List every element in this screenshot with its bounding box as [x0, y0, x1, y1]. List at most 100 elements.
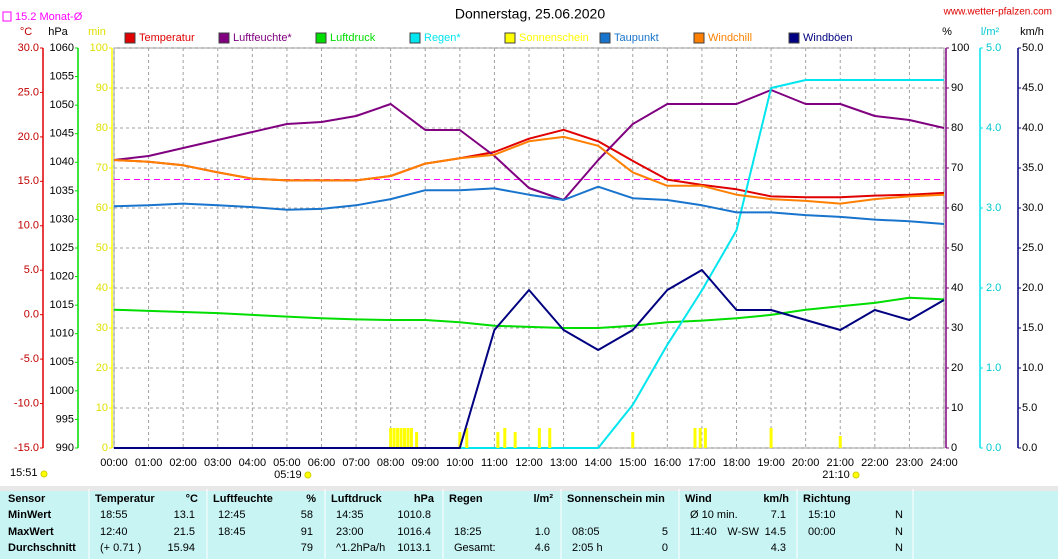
axis-unit: km/h [1020, 26, 1044, 38]
cell-text: Ø 10 min. [690, 509, 738, 521]
site-link: www.wetter-pfalzen.com [943, 7, 1052, 18]
sun-bar [465, 428, 469, 448]
y-tick-label: -5.0 [20, 353, 39, 365]
y-tick-label: 90 [96, 82, 108, 94]
y-tick-label: 30 [96, 322, 108, 334]
cell-value: 13.1 [174, 509, 195, 521]
cell-text: 12:45 [218, 509, 246, 521]
y-tick-label: 3.0 [986, 202, 1001, 214]
y-tick-label: 0 [951, 442, 957, 454]
x-tick-label: 01:00 [135, 457, 163, 469]
x-tick-label: 00:00 [100, 457, 128, 469]
column-unit: hPa [414, 493, 435, 505]
y-tick-label: 4.0 [986, 122, 1001, 134]
legend-swatch [315, 32, 327, 44]
y-tick-label: 5.0 [24, 264, 39, 276]
series-line [113, 185, 945, 225]
cell-value: N [895, 542, 903, 554]
cell-value: N [895, 509, 903, 521]
legend-swatch [504, 32, 516, 44]
table-bg [0, 486, 1058, 559]
y-tick-label: 1.0 [986, 362, 1001, 374]
cell-text: 18:55 [100, 509, 128, 521]
cell-text: 00:00 [808, 526, 836, 538]
y-tick-label: 45.0 [1022, 82, 1043, 94]
x-tick-label: 18:00 [723, 457, 751, 469]
x-tick-label: 24:00 [930, 457, 958, 469]
x-tick-label: 03:00 [204, 457, 232, 469]
axis-unit: min [88, 26, 106, 38]
monthly-avg-label: 15.2 Monat-Ø [15, 11, 83, 23]
cell-value: 4.3 [771, 542, 786, 554]
series-line [113, 296, 945, 329]
y-tick-label: 0.0 [986, 442, 1001, 454]
sun-bar [496, 432, 500, 448]
table-top [0, 486, 1058, 491]
y-tick-label: 1000 [50, 385, 74, 397]
y-tick-label: 1030 [50, 213, 74, 225]
y-tick-label: 70 [951, 162, 963, 174]
legend-swatch [693, 32, 705, 44]
y-tick-label: 20 [96, 362, 108, 374]
y-tick-label: 35.0 [1022, 162, 1043, 174]
cell-value: 1010.8 [397, 509, 431, 521]
y-tick-label: 20.0 [1022, 282, 1043, 294]
column-title: Luftdruck [331, 493, 383, 505]
y-tick-label: 1015 [50, 299, 74, 311]
series-line [113, 89, 945, 201]
axis-unit: °C [20, 26, 32, 38]
row-label: Durchschnitt [8, 542, 76, 554]
x-tick-label: 23:00 [896, 457, 924, 469]
legend-label: Taupunkt [614, 32, 659, 44]
cell-value: N [895, 526, 903, 538]
sun-bar [693, 428, 697, 448]
x-tick-label: 22:00 [861, 457, 889, 469]
cell-value: 4.6 [535, 542, 550, 554]
y-tick-label: 5.0 [1022, 402, 1037, 414]
x-tick-label: 17:00 [688, 457, 716, 469]
legend-swatch [218, 32, 230, 44]
y-tick-label: 10 [951, 402, 963, 414]
y-tick-label: 30 [951, 322, 963, 334]
axis-unit: % [942, 26, 952, 38]
cell-text: W-SW [727, 526, 759, 538]
cell-value: 79 [301, 542, 313, 554]
cell-value: 1016.4 [397, 526, 431, 538]
sun-bar [392, 428, 396, 448]
legend-label: Luftdruck [330, 32, 376, 44]
column-unit: km/h [763, 493, 789, 505]
cell-text: 11:40 [690, 526, 717, 538]
sun-bar [406, 428, 410, 448]
sun-bar [458, 432, 462, 448]
y-tick-label: 995 [56, 413, 74, 425]
x-tick-label: 12:00 [515, 457, 543, 469]
sun-bar [399, 428, 403, 448]
legend-swatch [124, 32, 136, 44]
cell-value: 21.5 [174, 526, 195, 538]
y-tick-label: 1040 [50, 156, 74, 168]
y-tick-label: 50 [96, 242, 108, 254]
y-tick-label: -10.0 [14, 397, 39, 409]
y-tick-label: 0 [102, 442, 108, 454]
x-tick-label: 09:00 [411, 457, 439, 469]
cell-text: 12:40 [100, 526, 128, 538]
x-tick-label: 08:00 [377, 457, 405, 469]
cell-value: 58 [301, 509, 313, 521]
legend-label: Windböen [803, 32, 853, 44]
y-tick-label: 90 [951, 82, 963, 94]
legend-label: Temperatur [139, 32, 195, 44]
x-tick-label: 10:00 [446, 457, 474, 469]
sun-bar [503, 428, 507, 448]
cell-text: 14:35 [336, 509, 364, 521]
y-tick-label: 50 [951, 242, 963, 254]
x-tick-label: 21:00 [826, 457, 854, 469]
legend-label: Sonnenschein [519, 32, 589, 44]
cell-text: 15:10 [808, 509, 836, 521]
cell-value: 15.94 [167, 542, 195, 554]
sun-bar [396, 428, 400, 448]
legend-swatch [599, 32, 611, 44]
y-tick-label: 0.0 [1022, 442, 1037, 454]
x-tick-label: 16:00 [654, 457, 682, 469]
cell-text: 18:45 [218, 526, 246, 538]
column-unit: °C [186, 493, 198, 505]
